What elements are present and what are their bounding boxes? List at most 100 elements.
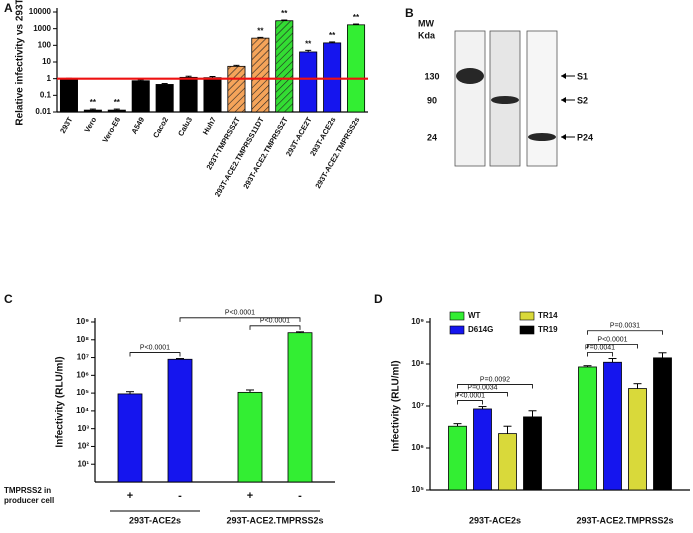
category-label: 293T-ACE2.TMPRSS2s bbox=[226, 515, 323, 525]
bar bbox=[653, 357, 672, 491]
significance: ** bbox=[305, 39, 312, 48]
legend-label: TR19 bbox=[538, 325, 558, 334]
x-tick-label: 293T bbox=[58, 115, 75, 135]
x-tick-label: A549 bbox=[129, 115, 146, 135]
arrow-head bbox=[561, 97, 566, 103]
bar bbox=[237, 391, 263, 483]
comparison-label: P=0.0034 bbox=[467, 384, 497, 391]
y-tick-label: 1000 bbox=[33, 24, 51, 33]
y-tick-label: 10⁸ bbox=[76, 335, 89, 344]
significance: ** bbox=[329, 31, 336, 40]
error-bar bbox=[296, 331, 304, 333]
y-tick-label: 10⁶ bbox=[76, 370, 89, 379]
error-bar bbox=[329, 41, 336, 43]
y-axis-title: Infectivity (RLU/ml) bbox=[55, 356, 66, 447]
mw-label: MW bbox=[418, 18, 434, 28]
comparison-bracket bbox=[249, 325, 301, 330]
error-bar bbox=[161, 83, 168, 85]
y-tick-label: 10⁵ bbox=[76, 388, 89, 397]
series-label: + bbox=[127, 490, 133, 502]
category-label: 293T-ACE2s bbox=[129, 515, 181, 525]
y-tick-label: 10³ bbox=[77, 424, 89, 433]
blot-band bbox=[456, 68, 484, 84]
comparison-bracket bbox=[457, 400, 483, 405]
marker-label: 90 bbox=[427, 95, 437, 105]
bar bbox=[179, 76, 198, 113]
error-bar bbox=[233, 64, 240, 67]
legend-label: D614G bbox=[468, 325, 493, 334]
legend-swatch bbox=[449, 311, 465, 321]
error-bar bbox=[185, 75, 192, 78]
legend-swatch bbox=[449, 325, 465, 335]
legend-label: TR14 bbox=[538, 311, 558, 320]
error-bar bbox=[89, 108, 96, 111]
comparison-label: P<0.0001 bbox=[455, 392, 485, 399]
error-bar bbox=[658, 352, 667, 358]
bar bbox=[473, 408, 492, 491]
significance: ** bbox=[90, 98, 97, 107]
significance: ** bbox=[114, 98, 121, 107]
bar bbox=[578, 366, 597, 491]
comparison-bracket bbox=[587, 352, 613, 357]
error-bar bbox=[633, 383, 642, 389]
marker-label: 24 bbox=[427, 132, 437, 142]
significance: ** bbox=[281, 9, 288, 18]
y-tick-label: 1 bbox=[47, 74, 52, 83]
bar bbox=[227, 65, 246, 113]
unit-label: Kda bbox=[418, 30, 436, 40]
y-tick-label: 10² bbox=[77, 442, 89, 451]
blot-lane bbox=[526, 30, 558, 167]
error-bar bbox=[503, 425, 512, 434]
series-label: - bbox=[178, 490, 182, 502]
y-tick-label: 10⁵ bbox=[411, 485, 424, 494]
error-bar bbox=[353, 23, 360, 25]
comparison-bracket bbox=[587, 330, 663, 335]
series-label: + bbox=[247, 490, 253, 502]
bar bbox=[287, 332, 313, 483]
band-label: S2 bbox=[577, 95, 588, 105]
bar bbox=[523, 416, 542, 491]
bar bbox=[448, 425, 467, 491]
bar bbox=[251, 37, 270, 113]
bar bbox=[203, 77, 222, 113]
y-axis-title: Relative infectivity vs 293T bbox=[15, 0, 26, 126]
category-label: 293T-ACE2s bbox=[469, 515, 521, 525]
marker-label: 130 bbox=[424, 71, 439, 81]
x-tick-label: Caco2 bbox=[151, 115, 170, 139]
bar bbox=[498, 433, 517, 491]
x-tick-label: Vero bbox=[82, 115, 98, 134]
panel-label: A bbox=[4, 1, 13, 15]
y-tick-label: 10000 bbox=[29, 7, 52, 16]
error-bar bbox=[528, 410, 537, 417]
y-tick-label: 10 bbox=[42, 57, 51, 66]
bar bbox=[83, 109, 102, 113]
y-tick-label: 0.1 bbox=[40, 90, 52, 99]
significance: ** bbox=[353, 13, 360, 22]
bar bbox=[628, 388, 647, 491]
bar bbox=[117, 393, 143, 483]
legend-label: WT bbox=[468, 311, 481, 320]
error-bar bbox=[246, 389, 254, 393]
error-bar bbox=[608, 358, 617, 363]
y-tick-label: 10⁷ bbox=[412, 401, 424, 410]
y-tick-label: 10⁴ bbox=[76, 406, 89, 415]
band-label: P24 bbox=[577, 132, 593, 142]
bar bbox=[275, 20, 294, 113]
comparison-bracket bbox=[179, 317, 301, 322]
y-tick-label: 0.01 bbox=[35, 107, 51, 116]
arrow-head bbox=[561, 73, 566, 79]
comparison-label: P=0.0092 bbox=[480, 376, 510, 383]
bar bbox=[131, 80, 150, 113]
comparison-bracket bbox=[457, 392, 508, 397]
bar bbox=[59, 78, 78, 113]
error-bar bbox=[176, 358, 184, 360]
y-axis-title: Infectivity (RLU/ml) bbox=[391, 360, 402, 451]
y-tick-label: 100 bbox=[38, 40, 52, 49]
x-tick-label: Huh7 bbox=[201, 115, 218, 136]
y-tick-label: 10⁹ bbox=[411, 317, 424, 326]
comparison-label: P<0.0001 bbox=[225, 310, 255, 317]
panel-label: C bbox=[4, 292, 13, 306]
legend-swatch bbox=[519, 311, 535, 321]
